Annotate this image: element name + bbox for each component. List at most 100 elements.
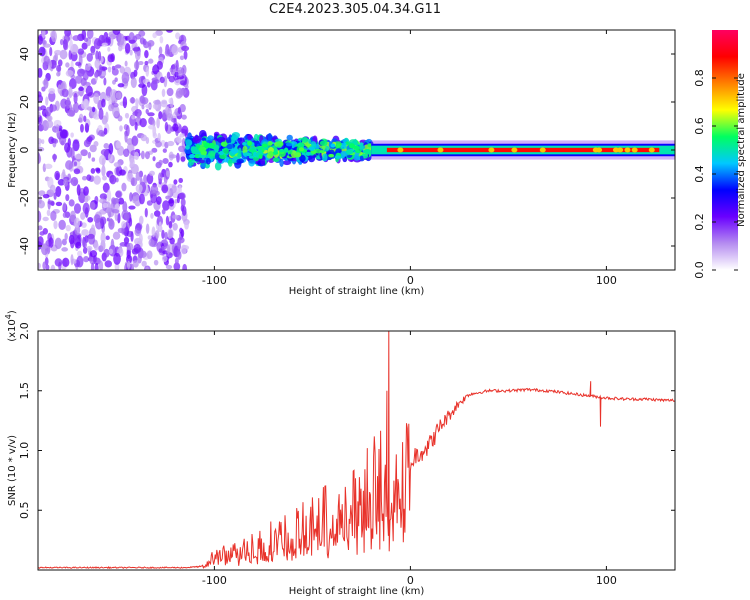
- noise-blob: [93, 214, 101, 224]
- echo-band-spot: [511, 147, 518, 153]
- echo-core: [248, 148, 256, 153]
- noise-blob: [156, 196, 162, 205]
- noise-blob: [101, 165, 106, 177]
- echo-blob: [226, 137, 232, 144]
- echo-blob: [315, 143, 320, 151]
- noise-blob: [85, 64, 91, 71]
- noise-blob: [93, 175, 101, 185]
- noise-blob: [146, 250, 153, 260]
- noise-blob: [126, 260, 131, 270]
- echo-blob: [207, 150, 216, 159]
- noise-blob: [65, 224, 71, 232]
- noise-blob: [108, 152, 113, 163]
- noise-blob: [103, 143, 110, 149]
- noise-blob: [165, 264, 173, 270]
- noise-blob: [158, 46, 163, 55]
- noise-blob: [118, 197, 125, 205]
- echo-core: [237, 153, 242, 158]
- echo-core: [294, 152, 302, 158]
- spectrogram-y-tick-label: 40: [18, 47, 31, 61]
- noise-blob: [145, 223, 150, 234]
- noise-blob: [132, 47, 141, 52]
- noise-blob: [131, 135, 139, 146]
- noise-blob: [182, 263, 188, 270]
- noise-blob: [89, 201, 96, 210]
- noise-blob: [90, 262, 95, 270]
- noise-blob: [41, 139, 45, 145]
- noise-blob: [83, 241, 87, 249]
- noise-blob: [165, 170, 170, 178]
- noise-blob: [77, 250, 83, 257]
- noise-blob: [121, 182, 127, 192]
- noise-blob: [166, 30, 174, 33]
- echo-core: [272, 151, 279, 155]
- noise-blob: [73, 92, 78, 104]
- noise-blob: [178, 145, 186, 153]
- noise-blob: [55, 123, 60, 134]
- noise-blob: [100, 232, 106, 244]
- noise-blob: [38, 67, 43, 78]
- echo-band-spot: [624, 147, 631, 153]
- noise-blob: [157, 132, 161, 142]
- noise-blob: [166, 71, 171, 80]
- noise-blob: [65, 62, 70, 68]
- noise-blob: [109, 217, 113, 227]
- noise-blob: [179, 55, 185, 61]
- noise-blob: [109, 89, 118, 101]
- noise-blob: [50, 210, 57, 221]
- echo-blob: [236, 158, 244, 164]
- noise-blob: [165, 195, 171, 200]
- noise-blob: [164, 231, 168, 240]
- noise-blob: [176, 135, 182, 144]
- noise-blob: [48, 237, 54, 248]
- snr-line: [38, 331, 675, 570]
- noise-blob: [171, 185, 177, 194]
- noise-blob: [172, 222, 178, 231]
- noise-blob: [45, 96, 49, 106]
- noise-blob: [101, 42, 108, 47]
- noise-blob: [119, 169, 126, 176]
- noise-blob: [139, 193, 145, 205]
- noise-blob: [144, 50, 149, 59]
- echo-core: [283, 147, 289, 153]
- noise-blob: [149, 170, 155, 176]
- noise-blob: [113, 252, 121, 265]
- noise-blob: [125, 124, 130, 137]
- noise-blob: [117, 227, 125, 234]
- noise-blob: [53, 119, 62, 127]
- colorbar-tick-label: 0.6: [693, 117, 706, 135]
- noise-blob: [139, 117, 147, 128]
- noise-blob: [55, 185, 62, 198]
- noise-blob: [162, 148, 167, 153]
- noise-blob: [91, 106, 96, 113]
- echo-blob: [301, 136, 309, 143]
- noise-blob: [65, 194, 70, 202]
- noise-blob: [129, 49, 133, 56]
- noise-blob: [82, 70, 89, 81]
- noise-blob: [38, 35, 43, 45]
- noise-blob: [57, 179, 65, 186]
- noise-blob: [153, 99, 161, 105]
- noise-blob: [38, 106, 43, 111]
- noise-blob: [114, 64, 122, 69]
- noise-blob: [102, 182, 110, 193]
- echo-core: [199, 146, 207, 152]
- noise-blob: [167, 140, 175, 147]
- noise-blob: [99, 216, 107, 226]
- noise-blob: [103, 127, 108, 135]
- noise-blob: [128, 205, 136, 210]
- noise-blob: [38, 111, 41, 118]
- echo-core: [305, 151, 311, 156]
- noise-blob: [129, 97, 136, 104]
- noise-blob: [113, 162, 121, 168]
- noise-blob: [134, 33, 142, 40]
- noise-blob: [84, 122, 90, 133]
- noise-blob: [155, 229, 160, 239]
- noise-blob: [38, 46, 46, 57]
- noise-blob: [155, 30, 163, 36]
- noise-blob: [117, 115, 123, 122]
- noise-blob: [108, 248, 113, 255]
- noise-blob: [76, 255, 84, 268]
- noise-blob: [139, 177, 143, 186]
- noise-blob: [86, 136, 93, 143]
